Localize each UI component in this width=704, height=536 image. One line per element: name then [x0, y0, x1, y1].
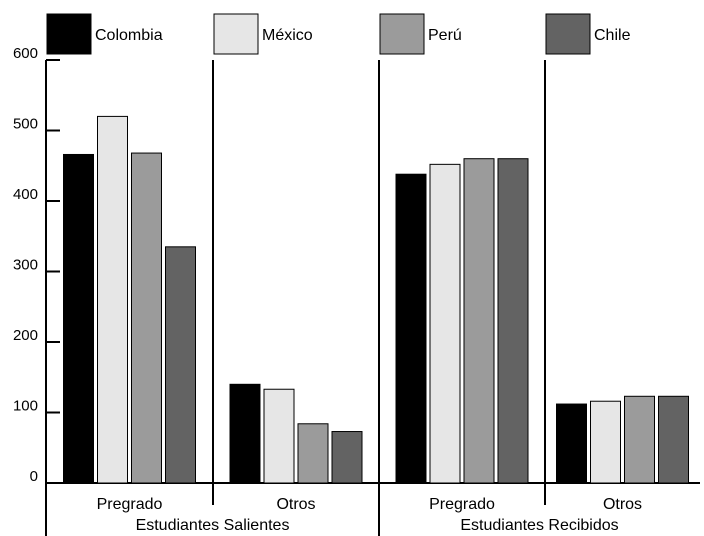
legend: Colombia México Perú Chile — [46, 13, 631, 55]
legend-label: México — [262, 27, 313, 44]
x-axis-labels: Pregrado Otros Pregrado Otros Estudiantes Sa… — [97, 496, 642, 534]
legend-swatch — [213, 13, 259, 55]
bar — [297, 423, 329, 484]
category-label: Pregrado — [429, 496, 495, 513]
bar — [331, 431, 363, 484]
bar — [658, 395, 689, 484]
bar — [556, 403, 587, 484]
group-label: Estudiantes Recibidos — [460, 517, 618, 534]
category-dividers — [212, 60, 546, 536]
bars — [63, 115, 689, 484]
y-tick-label: 0 — [30, 468, 38, 485]
bar — [463, 158, 495, 484]
bar — [229, 383, 261, 484]
y-tick-label: 600 — [13, 45, 38, 62]
bar — [97, 115, 128, 484]
legend-swatch — [379, 13, 425, 55]
legend-label: Chile — [594, 27, 631, 44]
bar — [165, 246, 196, 484]
category-label: Otros — [603, 496, 642, 513]
legend-swatch — [545, 13, 591, 55]
bar — [429, 163, 461, 484]
y-axis: 0 100 200 300 400 500 600 — [13, 45, 700, 536]
bar — [497, 158, 529, 484]
y-tick-label: 300 — [13, 257, 38, 274]
legend-swatch — [46, 13, 92, 55]
y-tick-label: 200 — [13, 327, 38, 344]
bar — [624, 395, 655, 484]
category-label: Otros — [276, 496, 315, 513]
y-tick-label: 400 — [13, 186, 38, 203]
category-label: Pregrado — [97, 496, 163, 513]
legend-label: Colombia — [95, 27, 163, 44]
bar — [263, 388, 295, 484]
bar — [131, 152, 162, 484]
group-label: Estudiantes Salientes — [136, 517, 290, 534]
bar — [63, 153, 94, 484]
bar — [590, 400, 621, 484]
legend-label: Perú — [428, 27, 462, 44]
bar — [395, 173, 427, 484]
y-tick-label: 500 — [13, 116, 38, 133]
y-tick-label: 100 — [13, 398, 38, 415]
